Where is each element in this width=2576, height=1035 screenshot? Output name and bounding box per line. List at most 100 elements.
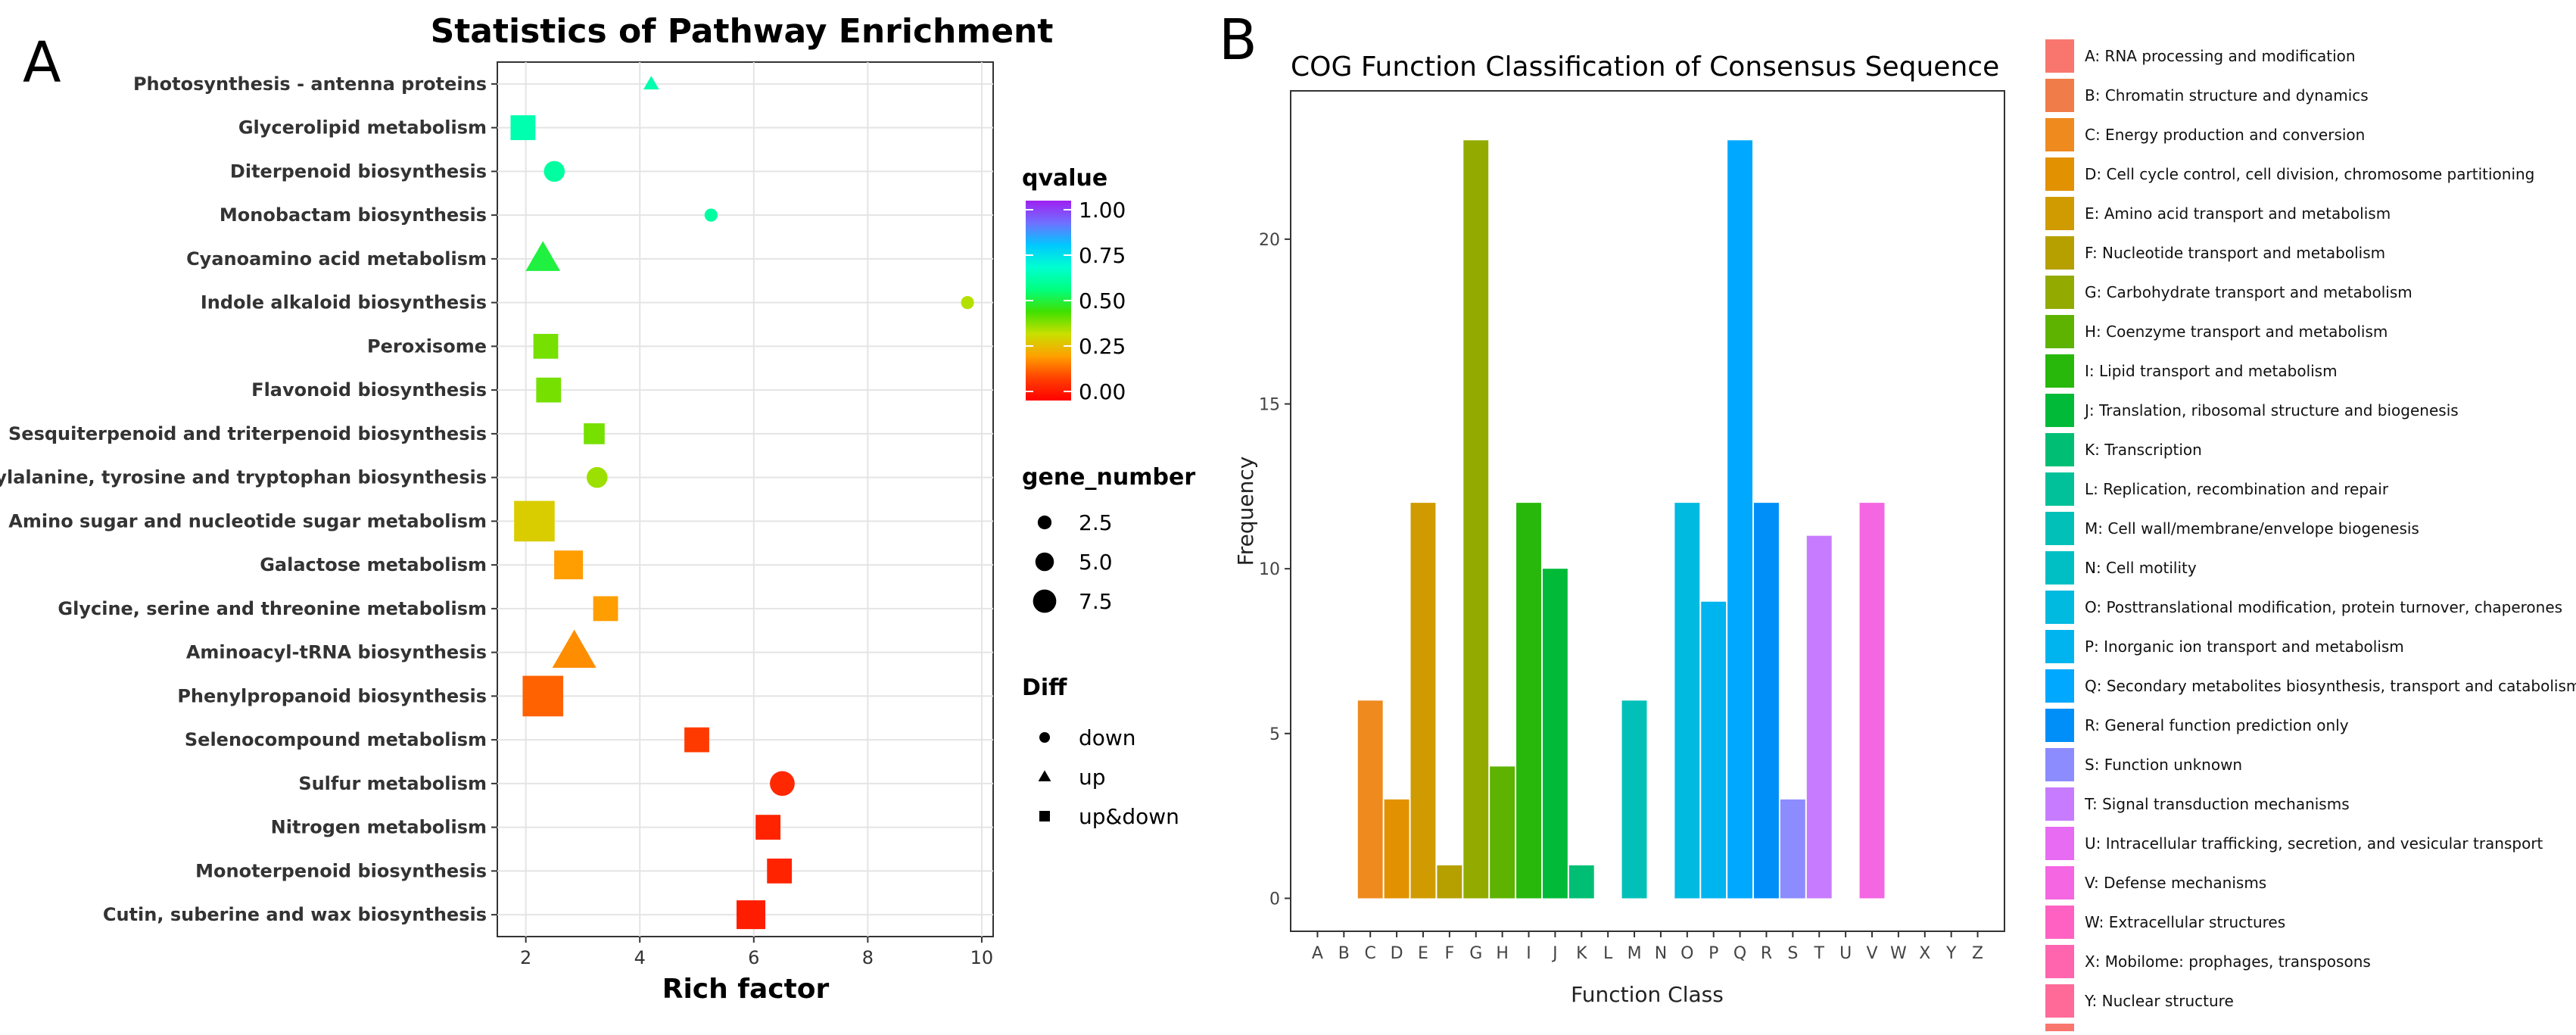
data-point bbox=[554, 550, 584, 580]
cog-bar-chart: COG Function Classification of Consensus… bbox=[1233, 39, 2576, 1031]
gene-number-key bbox=[1033, 589, 1057, 613]
x-tick-label: 8 bbox=[862, 947, 874, 968]
chart-b-title: COG Function Classification of Consensus… bbox=[1291, 51, 1999, 83]
x-tick-label: W bbox=[1890, 944, 1907, 963]
pathway-label: Monoterpenoid biosynthesis bbox=[195, 860, 487, 881]
chart-a-x-ticks: 2 4 6 8 10 bbox=[520, 937, 993, 968]
bar bbox=[1490, 766, 1515, 899]
y-tick-label: 10 bbox=[1259, 560, 1280, 579]
bar bbox=[1780, 799, 1805, 899]
bar bbox=[1542, 569, 1568, 899]
legend-swatch bbox=[2045, 157, 2074, 191]
x-tick-label: I bbox=[1526, 944, 1531, 963]
data-point bbox=[510, 115, 536, 141]
pathway-label: Phenylpropanoid biosynthesis bbox=[177, 685, 487, 706]
bar bbox=[1463, 140, 1489, 899]
y-tick-label: 0 bbox=[1269, 890, 1280, 909]
bar bbox=[1384, 799, 1409, 899]
x-tick-label: 10 bbox=[970, 947, 994, 968]
chart-a-y-ticks: Photosynthesis - antenna proteins Glycero… bbox=[0, 73, 497, 925]
diff-label: up&down bbox=[1079, 804, 1179, 829]
legend-entry: J: Translation, ribosomal structure and … bbox=[2083, 401, 2459, 419]
x-tick-label: M bbox=[1628, 944, 1642, 963]
gene-number-key bbox=[1037, 515, 1052, 530]
legend-gene-number-title: gene_number bbox=[1022, 464, 1195, 491]
gene-number-label: 2.5 bbox=[1079, 510, 1113, 535]
legend-swatch bbox=[2045, 118, 2074, 151]
pathway-label: Glycerolipid metabolism bbox=[238, 117, 487, 139]
y-tick-label: 5 bbox=[1269, 725, 1280, 744]
bar bbox=[1806, 535, 1832, 899]
diff-label: up bbox=[1079, 765, 1106, 790]
gene-number-label: 5.0 bbox=[1079, 550, 1113, 575]
legend-swatch bbox=[2045, 512, 2074, 545]
y-tick-label: 20 bbox=[1259, 231, 1280, 250]
data-point bbox=[586, 466, 608, 488]
x-tick-label: 6 bbox=[748, 947, 759, 968]
x-tick-label: H bbox=[1496, 944, 1509, 963]
chart-b-x-axis-label: Function Class bbox=[1571, 982, 1724, 1007]
legend-swatch bbox=[2045, 79, 2074, 112]
diff-key bbox=[1038, 770, 1051, 781]
legend-swatch bbox=[2045, 827, 2074, 860]
legend-swatch bbox=[2045, 945, 2074, 978]
legend-entry: M: Cell wall/membrane/envelope biogenesi… bbox=[2085, 519, 2419, 538]
chart-b-y-ticks: 0 5 10 15 20 bbox=[1259, 231, 1291, 909]
legend-qvalue-ticks: 1.00 0.75 0.50 0.25 0.00 bbox=[1026, 198, 1126, 404]
legend-swatch bbox=[2045, 1024, 2074, 1031]
x-tick-label: K bbox=[1576, 944, 1587, 963]
x-tick-label: P bbox=[1709, 944, 1718, 963]
x-tick-label: 4 bbox=[634, 947, 646, 968]
chart-b-y-axis-label: Frequency bbox=[1233, 457, 1258, 566]
pathway-label: Selenocompound metabolism bbox=[185, 729, 487, 750]
data-point bbox=[544, 161, 565, 182]
gene-number-label: 7.5 bbox=[1079, 589, 1113, 614]
legend-entry: V: Defense mechanisms bbox=[2085, 874, 2266, 892]
pathway-label: Monobactam biosynthesis bbox=[220, 204, 487, 226]
data-point bbox=[770, 771, 795, 797]
legend-entry: U: Intracellular trafficking, secretion,… bbox=[2085, 834, 2543, 853]
legend-swatch bbox=[2045, 236, 2074, 270]
legend-swatch bbox=[2045, 984, 2074, 1018]
chart-b-plot-area bbox=[1290, 90, 2005, 932]
legend-entry: D: Cell cycle control, cell division, ch… bbox=[2085, 165, 2534, 183]
bar bbox=[1727, 140, 1753, 899]
pathway-label: Glycine, serine and threonine metabolism bbox=[58, 598, 487, 619]
pathway-label: Aminoacyl-tRNA biosynthesis bbox=[186, 642, 487, 663]
legend-entry: L: Replication, recombination and repair bbox=[2085, 480, 2389, 498]
chart-b-legend: A: RNA processing and modification B: Chr… bbox=[2045, 39, 2576, 1031]
x-tick-label: B bbox=[1338, 944, 1350, 963]
panel-b-label: B bbox=[1219, 8, 1257, 73]
bar bbox=[1859, 503, 1885, 899]
data-point bbox=[533, 333, 559, 359]
chart-a-plot-area bbox=[497, 61, 994, 937]
qvalue-tick-label: 0.50 bbox=[1079, 288, 1126, 313]
x-tick-label: X bbox=[1919, 944, 1930, 963]
legend-entry: R: General function prediction only bbox=[2085, 716, 2349, 734]
x-tick-label: V bbox=[1866, 944, 1877, 963]
legend-swatch bbox=[2045, 866, 2074, 899]
x-tick-label: D bbox=[1391, 944, 1403, 963]
x-tick-label: S bbox=[1787, 944, 1798, 963]
x-tick-label: U bbox=[1839, 944, 1852, 963]
bar bbox=[1357, 700, 1383, 899]
pathway-label: Sesquiterpenoid and triterpenoid biosynt… bbox=[8, 423, 487, 444]
legend-swatch bbox=[2045, 630, 2074, 663]
legend-swatch bbox=[2045, 787, 2074, 821]
x-tick-label: N bbox=[1655, 944, 1667, 963]
legend-entry: O: Posttranslational modification, prote… bbox=[2085, 598, 2562, 616]
y-tick-label: 15 bbox=[1259, 396, 1280, 415]
legend-swatch bbox=[2045, 551, 2074, 585]
legend-entry: I: Lipid transport and metabolism bbox=[2085, 362, 2338, 380]
gene-number-key bbox=[1035, 552, 1054, 572]
legend-swatch bbox=[2045, 472, 2074, 506]
legend-entry: K: Transcription bbox=[2085, 441, 2202, 459]
x-tick-label: C bbox=[1365, 944, 1376, 963]
x-tick-label: A bbox=[1312, 944, 1323, 963]
chart-a-title: Statistics of Pathway Enrichment bbox=[431, 12, 1054, 51]
chart-b-bars bbox=[1357, 140, 1885, 899]
data-point bbox=[767, 858, 793, 884]
bar bbox=[1701, 601, 1727, 899]
legend-swatch bbox=[2045, 709, 2074, 742]
